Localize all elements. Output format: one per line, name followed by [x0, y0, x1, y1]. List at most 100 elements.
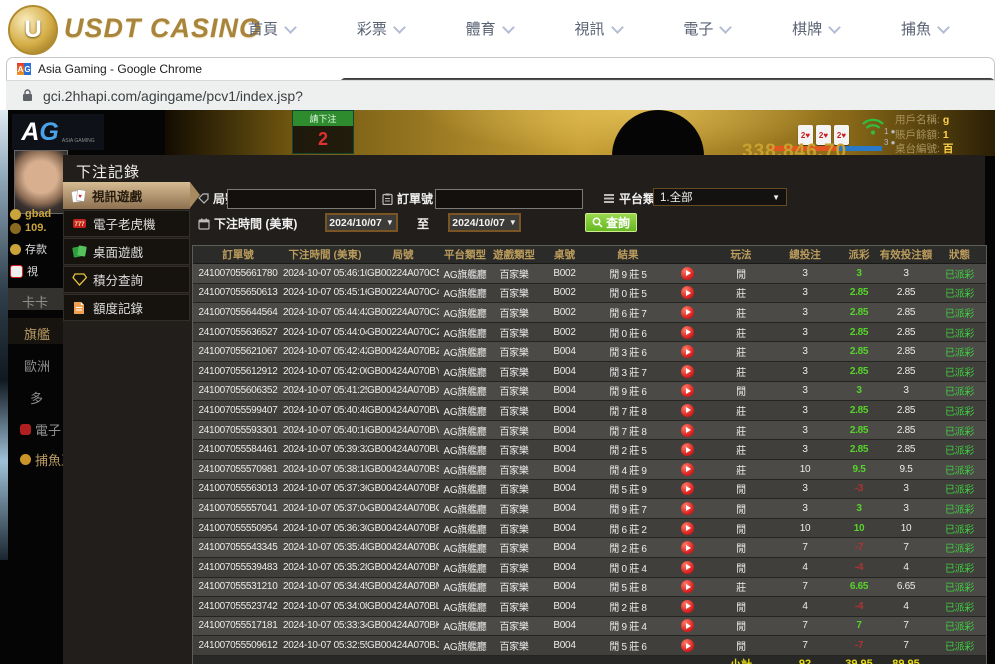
cell-status: 已派彩	[933, 498, 986, 519]
cell-replay	[664, 263, 711, 284]
table-row: 241007055593301 2024-10-07 05:40:16 GB00…	[193, 420, 986, 441]
sidebar-item-points[interactable]: 積分查詢	[63, 266, 190, 293]
balance-row: 109.	[10, 222, 46, 234]
play-icon	[685, 642, 691, 649]
nav-item-lottery[interactable]: 彩票	[357, 18, 406, 39]
cell-result: 閒 6 莊 2	[592, 518, 664, 539]
replay-play-button[interactable]	[681, 286, 694, 300]
cell-valid-bet: 2.85	[879, 283, 933, 304]
col-round: 局號	[367, 246, 439, 264]
address-bar[interactable]: gci.2hhapi.com/agingame/pcv1/index.jsp?	[6, 80, 995, 110]
cell-replay	[664, 616, 711, 637]
cell-order: 241007055557041	[193, 498, 283, 519]
cell-total-bet: 4	[771, 596, 839, 617]
replay-play-button[interactable]	[681, 443, 694, 457]
nav-item-home[interactable]: 首頁	[248, 18, 297, 39]
chevron-down-icon	[719, 20, 733, 34]
cell-round: GB00224A070C5	[367, 263, 439, 284]
cell-game: 百家樂	[491, 361, 537, 382]
table-row: 241007055517181 2024-10-07 05:33:34 GB00…	[193, 616, 986, 637]
sidebar-item-video-games[interactable]: ♥ 視訊遊戲	[63, 182, 200, 209]
cell-total-bet: 7	[771, 616, 839, 637]
cell-bet-type: 閒	[711, 635, 771, 656]
modal-title: 下注記錄	[76, 164, 141, 181]
cell-round: GB00424A070BX	[367, 381, 439, 402]
cell-time: 2024-10-07 05:33:34	[283, 616, 367, 637]
modal-sidebar: ♥ 視訊遊戲 777 電子老虎機 桌面遊戲	[63, 182, 200, 322]
cell-payout: 3	[839, 498, 879, 519]
nav-item-cards[interactable]: 棋牌	[792, 18, 842, 39]
replay-play-button[interactable]	[681, 560, 694, 574]
replay-play-button[interactable]	[681, 266, 694, 280]
table-row: 241007055550954 2024-10-07 05:36:30 GB00…	[193, 518, 986, 539]
cell-table: B004	[537, 400, 592, 421]
dropdown-caret-icon: ▼	[508, 218, 517, 227]
table-row: 241007055644564 2024-10-07 05:44:42 GB00…	[193, 302, 986, 323]
date-to-select[interactable]: 2024/10/07 ▼	[448, 213, 521, 232]
cell-valid-bet: 2.85	[879, 361, 933, 382]
url-text: gci.2hhapi.com/agingame/pcv1/index.jsp?	[43, 87, 303, 104]
cell-order: 241007055612912	[193, 361, 283, 382]
cell-valid-bet: 10	[879, 518, 933, 539]
cell-result: 閒 2 莊 5	[592, 439, 664, 460]
cell-round: GB00224A070C3	[367, 302, 439, 323]
cell-order: 241007055531210	[193, 577, 283, 598]
cell-platform: AG旗艦廳	[439, 263, 491, 284]
sidebar-item-slots[interactable]: 777 電子老虎機	[63, 210, 190, 237]
cell-platform: AG旗艦廳	[439, 381, 491, 402]
sidebar-item-quota-records[interactable]: 額度記錄	[63, 294, 190, 321]
cell-bet-type: 莊	[711, 577, 771, 598]
sidebar-label: 額度記錄	[93, 302, 144, 316]
search-button[interactable]: 查詢	[585, 213, 638, 232]
nav-item-slots[interactable]: 電子	[683, 18, 733, 39]
table-row: 241007055523742 2024-10-07 05:34:08 GB00…	[193, 596, 986, 617]
replay-play-button[interactable]	[681, 580, 694, 594]
replay-play-button[interactable]	[681, 541, 694, 555]
cell-bet-type: 莊	[711, 459, 771, 480]
table-mini-numbers: 1 ● 3 ●	[884, 127, 896, 147]
replay-play-button[interactable]	[681, 482, 694, 496]
play-icon	[685, 270, 691, 277]
table-row: 241007055612912 2024-10-07 05:42:00 GB00…	[193, 361, 986, 382]
site-logo-text[interactable]: USDT CASINO	[64, 13, 262, 43]
sidebar-item-table-games[interactable]: 桌面遊戲	[63, 238, 190, 265]
replay-play-button[interactable]	[681, 462, 694, 476]
cell-round: GB00424A070BS	[367, 459, 439, 480]
cell-result: 閒 5 莊 8	[592, 577, 664, 598]
platform-type-select[interactable]: 1.全部 ▼	[653, 188, 787, 206]
cell-bet-type: 閒	[711, 479, 771, 500]
replay-play-button[interactable]	[681, 364, 694, 378]
date-from-select[interactable]: 2024/10/07 ▼	[325, 213, 398, 232]
cell-payout: -7	[839, 635, 879, 656]
cell-valid-bet: 4	[879, 596, 933, 617]
cell-result: 閒 5 莊 9	[592, 479, 664, 500]
cell-payout: -7	[839, 537, 879, 558]
site-logo-icon: U	[8, 5, 58, 55]
replay-play-button[interactable]	[681, 639, 694, 653]
table-row: 241007055539483 2024-10-07 05:35:28 GB00…	[193, 557, 986, 578]
cell-valid-bet: 7	[879, 635, 933, 656]
subtotal-total-bet: 92	[798, 657, 812, 664]
replay-play-button[interactable]	[681, 384, 694, 398]
cell-total-bet: 3	[771, 283, 839, 304]
round-number-input[interactable]	[227, 189, 376, 209]
nav-item-sports[interactable]: 體育	[466, 18, 515, 39]
replay-play-button[interactable]	[681, 521, 694, 535]
nav-item-live[interactable]: 視訊	[574, 18, 624, 39]
replay-play-button[interactable]	[681, 325, 694, 339]
replay-play-button[interactable]	[681, 423, 694, 437]
nav-item-fishing[interactable]: 捕魚	[901, 18, 950, 39]
replay-play-button[interactable]	[681, 619, 694, 633]
replay-play-button[interactable]	[681, 345, 694, 359]
calendar-icon	[198, 218, 210, 230]
cell-payout: 2.85	[839, 341, 879, 362]
cell-table: B004	[537, 537, 592, 558]
replay-play-button[interactable]	[681, 599, 694, 613]
order-number-input[interactable]	[435, 189, 583, 209]
chevron-down-icon	[284, 20, 297, 34]
replay-play-button[interactable]	[681, 403, 694, 417]
replay-play-button[interactable]	[681, 305, 694, 319]
replay-play-button[interactable]	[681, 501, 694, 515]
col-order: 訂單號	[193, 246, 283, 264]
cell-order: 241007055621067	[193, 341, 283, 362]
